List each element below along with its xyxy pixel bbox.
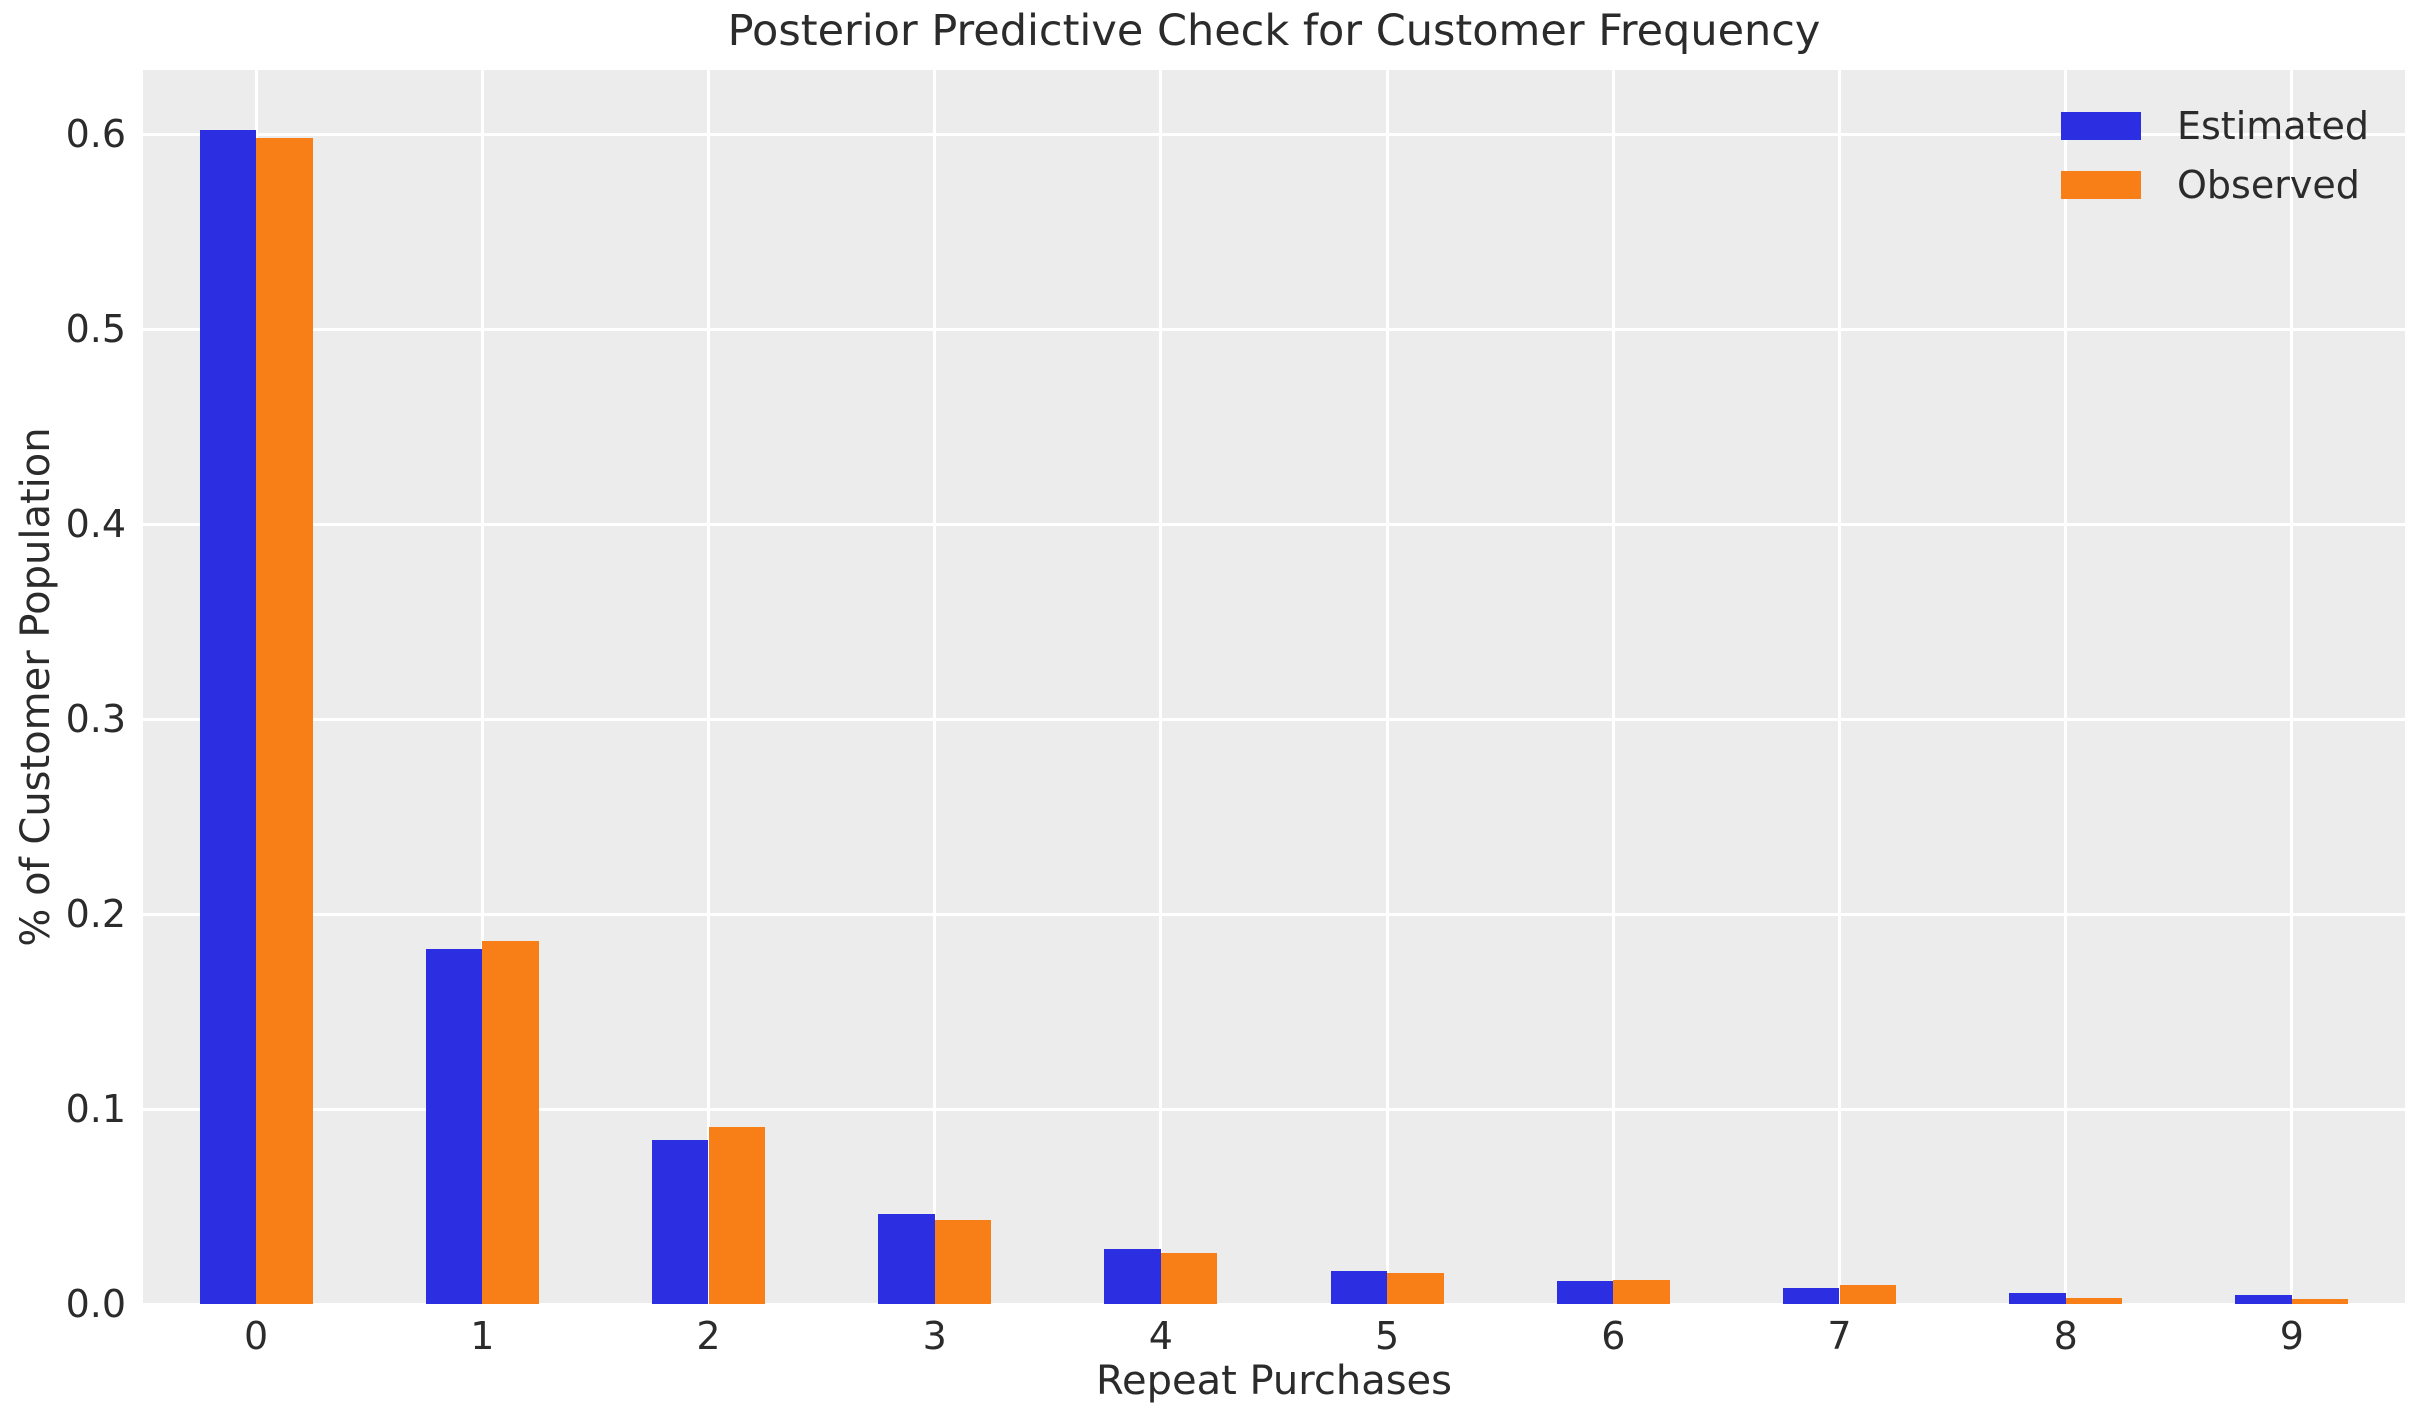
- legend: Estimated Observed: [2061, 96, 2369, 214]
- gridline-x-3: [933, 70, 937, 1304]
- x-tick-5: 5: [1375, 1314, 1400, 1358]
- bar-observed-5: [1387, 1272, 1444, 1304]
- x-tick-0: 0: [244, 1314, 269, 1358]
- bar-estimated-0: [199, 130, 257, 1304]
- bar-estimated-6: [1556, 1280, 1614, 1304]
- gridline-x-1: [480, 70, 484, 1304]
- bar-estimated-5: [1330, 1270, 1388, 1304]
- x-tick-2: 2: [696, 1314, 721, 1358]
- y-tick-0.4: 0.4: [65, 502, 126, 547]
- gridline-x-7: [1838, 70, 1841, 1304]
- legend-item-estimated: Estimated: [2061, 96, 2369, 155]
- bar-observed-3: [934, 1220, 992, 1304]
- gridline-y-0.6: [143, 132, 2405, 136]
- x-tick-7: 7: [1827, 1314, 1852, 1358]
- x-tick-1: 1: [470, 1314, 495, 1358]
- chart-title: Posterior Predictive Check for Customer …: [727, 6, 1821, 56]
- y-tick-0.3: 0.3: [65, 697, 126, 742]
- gridline-x-8: [2064, 70, 2068, 1304]
- gridline-y-0.1: [143, 1107, 2405, 1111]
- observed-swatch: [2061, 170, 2141, 199]
- y-tick-0.0: 0.0: [65, 1282, 126, 1326]
- bar-estimated-9: [2235, 1295, 2292, 1304]
- x-tick-3: 3: [922, 1314, 947, 1358]
- bar-observed-6: [1613, 1279, 1670, 1304]
- legend-label-observed: Observed: [2177, 162, 2360, 207]
- gridline-y-0.2: [143, 912, 2405, 916]
- x-tick-9: 9: [2279, 1314, 2304, 1358]
- bar-observed-8: [2065, 1298, 2123, 1304]
- bar-estimated-7: [1782, 1288, 1840, 1304]
- plot-area: [143, 70, 2405, 1306]
- x-tick-4: 4: [1148, 1314, 1173, 1358]
- x-tick-6: 6: [1601, 1314, 1626, 1358]
- gridline-y-0.0: [143, 1302, 2405, 1306]
- y-tick-0.5: 0.5: [65, 307, 126, 352]
- bar-estimated-8: [2009, 1293, 2066, 1304]
- y-tick-0.6: 0.6: [65, 112, 126, 157]
- bar-observed-2: [708, 1126, 766, 1304]
- bar-observed-7: [1839, 1284, 1897, 1304]
- bar-observed-0: [256, 138, 313, 1304]
- legend-label-estimated: Estimated: [2177, 103, 2369, 148]
- gridline-y-0.5: [143, 327, 2405, 331]
- bar-estimated-4: [1104, 1249, 1161, 1304]
- estimated-swatch: [2061, 111, 2141, 140]
- x-tick-8: 8: [2053, 1314, 2078, 1358]
- y-tick-0.2: 0.2: [65, 892, 126, 937]
- y-tick-0.1: 0.1: [65, 1087, 126, 1132]
- gridline-x-4: [1159, 70, 1163, 1304]
- bar-estimated-1: [425, 949, 483, 1304]
- legend-item-observed: Observed: [2061, 155, 2369, 214]
- x-axis-label: Repeat Purchases: [1096, 1358, 1452, 1404]
- gridline-x-5: [1385, 70, 1389, 1304]
- bar-estimated-3: [878, 1214, 935, 1304]
- bar-observed-4: [1160, 1253, 1218, 1304]
- gridline-x-9: [2290, 70, 2294, 1304]
- gridline-y-0.3: [143, 717, 2405, 721]
- bar-estimated-2: [651, 1140, 709, 1304]
- bar-observed-1: [482, 941, 539, 1304]
- gridline-x-6: [1611, 70, 1615, 1304]
- gridline-x-2: [707, 70, 710, 1304]
- bar-observed-9: [2291, 1299, 2349, 1304]
- gridline-y-0.4: [143, 522, 2405, 526]
